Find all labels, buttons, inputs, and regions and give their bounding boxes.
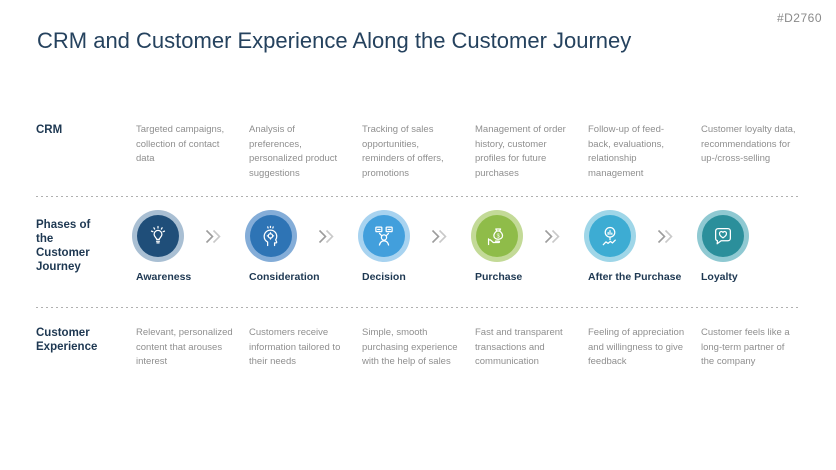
crm-cell-after-purchase: Follow-up of feed-back, evaluations, rel… bbox=[588, 124, 665, 179]
svg-text:$: $ bbox=[497, 234, 501, 240]
page-title: CRM and Customer Experience Along the Cu… bbox=[37, 28, 632, 53]
decision-circle bbox=[358, 210, 410, 262]
crm-cell-purchase: Management of order history, customer pr… bbox=[475, 124, 566, 179]
awareness-circle bbox=[132, 210, 184, 262]
crm-cell-loyalty: Customer loyalty data, recommendations f… bbox=[701, 124, 796, 164]
loyalty-circle-area bbox=[697, 210, 814, 262]
experience-cell-purchase: Fast and transparent transactions and co… bbox=[475, 327, 563, 367]
phase-purchase: $ Purchase bbox=[471, 210, 588, 283]
phase-awareness: Awareness bbox=[132, 210, 249, 283]
phase-label-awareness: Awareness bbox=[136, 271, 192, 283]
crm-row-label: CRM bbox=[36, 124, 63, 136]
experience-cell-decision: Simple, smooth purchasing experience wit… bbox=[362, 327, 458, 367]
phase-label-after-purchase: After the Purchase bbox=[588, 271, 682, 283]
review-magnifier-icon bbox=[602, 226, 616, 246]
chevron-right-icon bbox=[657, 229, 673, 244]
phases-row-label: Phases of the Customer Journey bbox=[36, 219, 91, 273]
phase-decision: Decision bbox=[358, 210, 475, 283]
phase-after-purchase: After the Purchase bbox=[584, 210, 701, 283]
awareness-circle-area bbox=[132, 210, 249, 262]
chevron-right-icon bbox=[431, 229, 447, 244]
slide-id: #D2760 bbox=[776, 11, 822, 25]
phases-row: Phases of the Customer Journey bbox=[36, 210, 814, 283]
choice-person-icon bbox=[375, 226, 393, 246]
experience-row-label: Customer Experience bbox=[36, 327, 98, 353]
chevron-right-icon bbox=[544, 229, 560, 244]
experience-cell-loyalty: Customer feels like a long-term partner … bbox=[701, 327, 790, 367]
purchase-circle: $ bbox=[471, 210, 523, 262]
experience-cell-awareness: Relevant, personalized content that arou… bbox=[136, 327, 233, 367]
after-purchase-circle bbox=[584, 210, 636, 262]
purchase-circle-area: $ bbox=[471, 210, 588, 262]
lightbulb-icon bbox=[150, 225, 166, 244]
chevron-right-icon bbox=[205, 229, 221, 244]
after-purchase-circle-area bbox=[584, 210, 701, 262]
experience-row: Customer Experience Relevant, personaliz… bbox=[36, 326, 814, 370]
thinking-head-icon bbox=[263, 225, 278, 247]
chevron-right-icon bbox=[318, 229, 334, 244]
crm-row: CRM Targeted campaigns, collection of co… bbox=[36, 123, 814, 181]
hand-money-bag-icon: $ bbox=[487, 228, 504, 246]
phase-label-consideration: Consideration bbox=[249, 271, 320, 283]
loyalty-circle bbox=[697, 210, 749, 262]
experience-cell-after-purchase: Feeling of appreciation and willingness … bbox=[588, 327, 685, 367]
phase-label-loyalty: Loyalty bbox=[701, 271, 738, 283]
phase-loyalty: Loyalty bbox=[697, 210, 814, 283]
crm-cell-consideration: Analysis of preferences, personalized pr… bbox=[249, 124, 338, 179]
phase-label-decision: Decision bbox=[362, 271, 406, 283]
divider-top bbox=[36, 196, 800, 197]
consideration-circle bbox=[245, 210, 297, 262]
divider-bottom bbox=[36, 307, 800, 308]
crm-cell-decision: Tracking of sales opportunities, reminde… bbox=[362, 124, 444, 179]
phase-label-purchase: Purchase bbox=[475, 271, 523, 283]
crm-cell-awareness: Targeted campaigns, collection of contac… bbox=[136, 124, 225, 164]
phase-consideration: Consideration bbox=[245, 210, 362, 283]
decision-circle-area bbox=[358, 210, 475, 262]
experience-cell-consideration: Customers receive information tailored t… bbox=[249, 327, 341, 367]
heart-bubble-icon bbox=[715, 228, 731, 245]
consideration-circle-area bbox=[245, 210, 362, 262]
